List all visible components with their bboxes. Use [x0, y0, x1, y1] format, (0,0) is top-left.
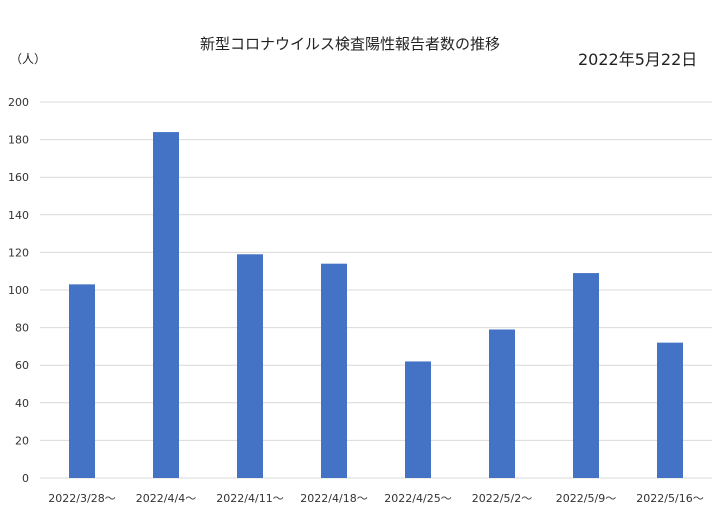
bar — [489, 329, 515, 478]
bar — [69, 284, 95, 478]
y-tick-label: 200 — [8, 96, 29, 109]
x-tick-label: 2022/5/16～ — [636, 492, 703, 505]
y-tick-label: 160 — [8, 171, 29, 184]
y-tick-label: 40 — [15, 397, 29, 410]
chart-title: 新型コロナウイルス検査陽性報告者数の推移 — [200, 35, 501, 53]
y-axis-unit-label: （人） — [10, 52, 47, 66]
x-tick-label: 2022/4/25～ — [384, 492, 451, 505]
bar — [573, 273, 599, 478]
y-tick-label: 140 — [8, 209, 29, 222]
y-tick-label: 80 — [15, 322, 29, 335]
y-tick-label: 120 — [8, 246, 29, 259]
y-tick-label: 0 — [22, 472, 29, 485]
x-tick-label: 2022/3/28～ — [48, 492, 115, 505]
bar — [237, 254, 263, 478]
x-tick-label: 2022/5/9～ — [556, 492, 616, 505]
bar — [321, 263, 347, 478]
x-tick-label: 2022/4/11～ — [216, 492, 283, 505]
y-tick-label: 60 — [15, 359, 29, 372]
report-date: 2022年5月22日 — [578, 50, 698, 69]
bar — [153, 132, 179, 478]
y-tick-label: 100 — [8, 284, 29, 297]
y-tick-label: 20 — [15, 434, 29, 447]
x-tick-label: 2022/4/4～ — [136, 492, 196, 505]
x-tick-label: 2022/4/18～ — [300, 492, 367, 505]
bar — [405, 361, 431, 478]
bar — [657, 342, 683, 478]
y-tick-label: 180 — [8, 134, 29, 147]
x-tick-label: 2022/5/2～ — [472, 492, 532, 505]
